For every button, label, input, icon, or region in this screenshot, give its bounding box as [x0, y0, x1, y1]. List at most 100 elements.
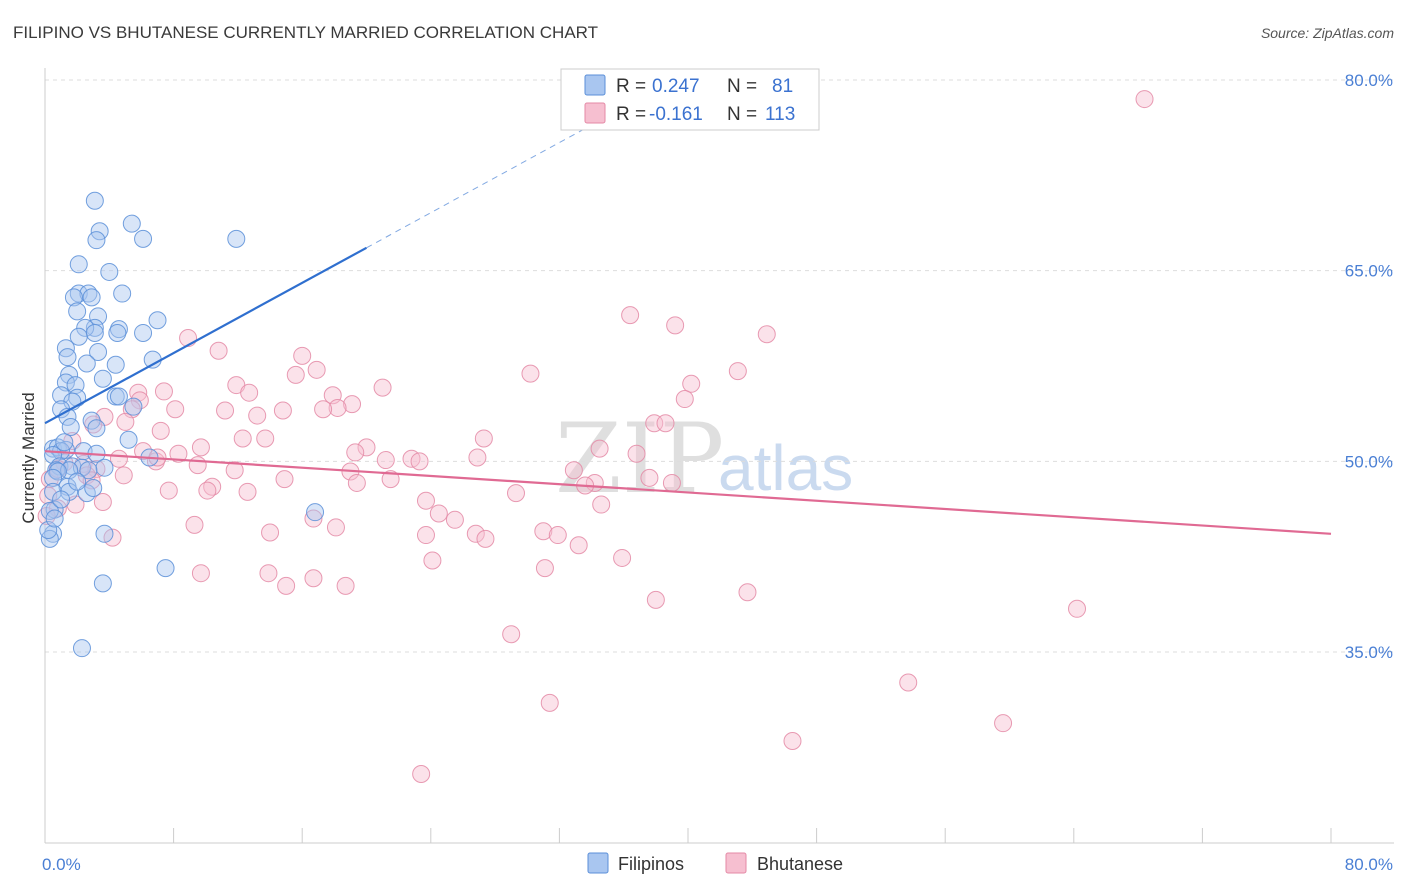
- bhutanese-point: [1068, 599, 1087, 618]
- bhutanese-point: [293, 346, 312, 365]
- bhutanese-point: [93, 493, 112, 512]
- bhutanese-point: [233, 429, 252, 448]
- y-tick-label: 65.0%: [1345, 262, 1393, 281]
- filipinos-point: [122, 214, 141, 233]
- bhutanese-point: [429, 504, 448, 523]
- filipinos-point: [44, 468, 63, 487]
- filipinos-point: [58, 348, 77, 367]
- series-legend: Filipinos Bhutanese: [587, 852, 843, 874]
- bhutanese-point: [1135, 90, 1154, 109]
- series-filipinos: [39, 191, 325, 658]
- bhutanese-point: [109, 449, 128, 468]
- bhutanese-point: [209, 341, 228, 360]
- bhutanese-point: [423, 551, 442, 570]
- bhutanese-point: [675, 390, 694, 409]
- bhutanese-point: [259, 564, 278, 583]
- filipinos-point: [93, 574, 112, 593]
- bhutanese-point: [116, 412, 135, 431]
- bhutanese-point: [373, 378, 392, 397]
- bhutanese-point: [540, 693, 559, 712]
- filipinos-point: [95, 524, 114, 543]
- filipinos-point: [39, 520, 58, 539]
- filipinos-point: [52, 490, 71, 509]
- bhutanese-point: [185, 515, 204, 534]
- bhutanese-point: [328, 398, 347, 417]
- gridlines: [45, 79, 1394, 653]
- bhutanese-point: [994, 714, 1013, 733]
- filipinos-point: [134, 229, 153, 248]
- filipinos-point: [100, 262, 119, 281]
- bhutanese-point: [277, 576, 296, 595]
- bhutanese-point: [307, 360, 326, 379]
- bhutanese-point: [445, 510, 464, 529]
- filipinos-point: [89, 343, 108, 362]
- legend-swatch-filipinos: [584, 74, 606, 96]
- bhutanese-point: [468, 448, 487, 467]
- filipinos-point: [148, 311, 167, 330]
- filipinos-point: [68, 472, 87, 491]
- filipinos-point: [55, 433, 74, 452]
- trend-line-filipinos-extension: [366, 124, 592, 249]
- bhutanese-point: [569, 536, 588, 555]
- filipinos-point: [68, 302, 87, 321]
- bhutanese-point: [613, 548, 632, 567]
- filipinos-point: [69, 327, 88, 346]
- bhutanese-point: [506, 484, 525, 503]
- filipinos-point: [87, 231, 106, 250]
- bhutanese-point: [286, 365, 305, 384]
- legend-n-label-1: N =: [727, 76, 757, 97]
- filipinos-point: [40, 529, 59, 548]
- legend-n-value-1: 81: [772, 76, 793, 97]
- bhutanese-point: [191, 438, 210, 457]
- filipinos-point: [85, 318, 104, 337]
- bhutanese-point: [381, 470, 400, 489]
- filipinos-point: [124, 397, 143, 416]
- bhutanese-point: [757, 325, 776, 344]
- bhutanese-point: [412, 765, 431, 784]
- bhutanese-point: [225, 461, 244, 480]
- bhutanese-point: [357, 438, 376, 457]
- bhutanese-point: [314, 400, 333, 419]
- bhutanese-point: [548, 526, 567, 545]
- bhutanese-point: [346, 443, 365, 462]
- bhutanese-point: [410, 452, 429, 471]
- legend-r-value-1: 0.247: [652, 76, 700, 97]
- bhutanese-point: [151, 421, 170, 440]
- bhutanese-point: [656, 414, 675, 433]
- legend-r-label-1: R =: [616, 76, 646, 97]
- bhutanese-point: [640, 468, 659, 487]
- bhutanese-point: [347, 473, 366, 492]
- bhutanese-point: [343, 395, 362, 414]
- bhutanese-point: [304, 569, 323, 588]
- bhutanese-point: [476, 529, 495, 548]
- filipinos-point: [106, 355, 125, 374]
- bhutanese-point: [191, 564, 210, 583]
- filipinos-point: [109, 387, 128, 406]
- bhutanese-point: [169, 444, 188, 463]
- legend-label-filipinos: Filipinos: [618, 854, 684, 874]
- y-tick-label: 80.0%: [1345, 71, 1393, 90]
- bhutanese-point: [166, 400, 185, 419]
- filipinos-point: [227, 229, 246, 248]
- filipinos-point: [108, 323, 127, 342]
- legend-swatch-bhutanese: [584, 102, 606, 124]
- bhutanese-point: [564, 461, 583, 480]
- bhutanese-point: [534, 522, 553, 541]
- correlation-legend: R = 0.247 N = 81 R = -0.161 N = 113: [560, 68, 820, 131]
- bhutanese-point: [240, 383, 259, 402]
- filipinos-point: [85, 191, 104, 210]
- bhutanese-point: [666, 316, 685, 335]
- bhutanese-point: [238, 482, 257, 501]
- bhutanese-point: [275, 470, 294, 489]
- filipinos-point: [61, 418, 80, 437]
- bhutanese-point: [273, 401, 292, 420]
- filipinos-point: [84, 479, 103, 498]
- filipinos-point: [119, 430, 138, 449]
- bhutanese-point: [627, 444, 646, 463]
- watermark-zip: ZIP: [555, 403, 724, 515]
- bhutanese-point: [646, 590, 665, 609]
- filipinos-point: [93, 369, 112, 388]
- bhutanese-point: [256, 429, 275, 448]
- bhutanese-point: [304, 509, 323, 528]
- bhutanese-point: [738, 583, 757, 602]
